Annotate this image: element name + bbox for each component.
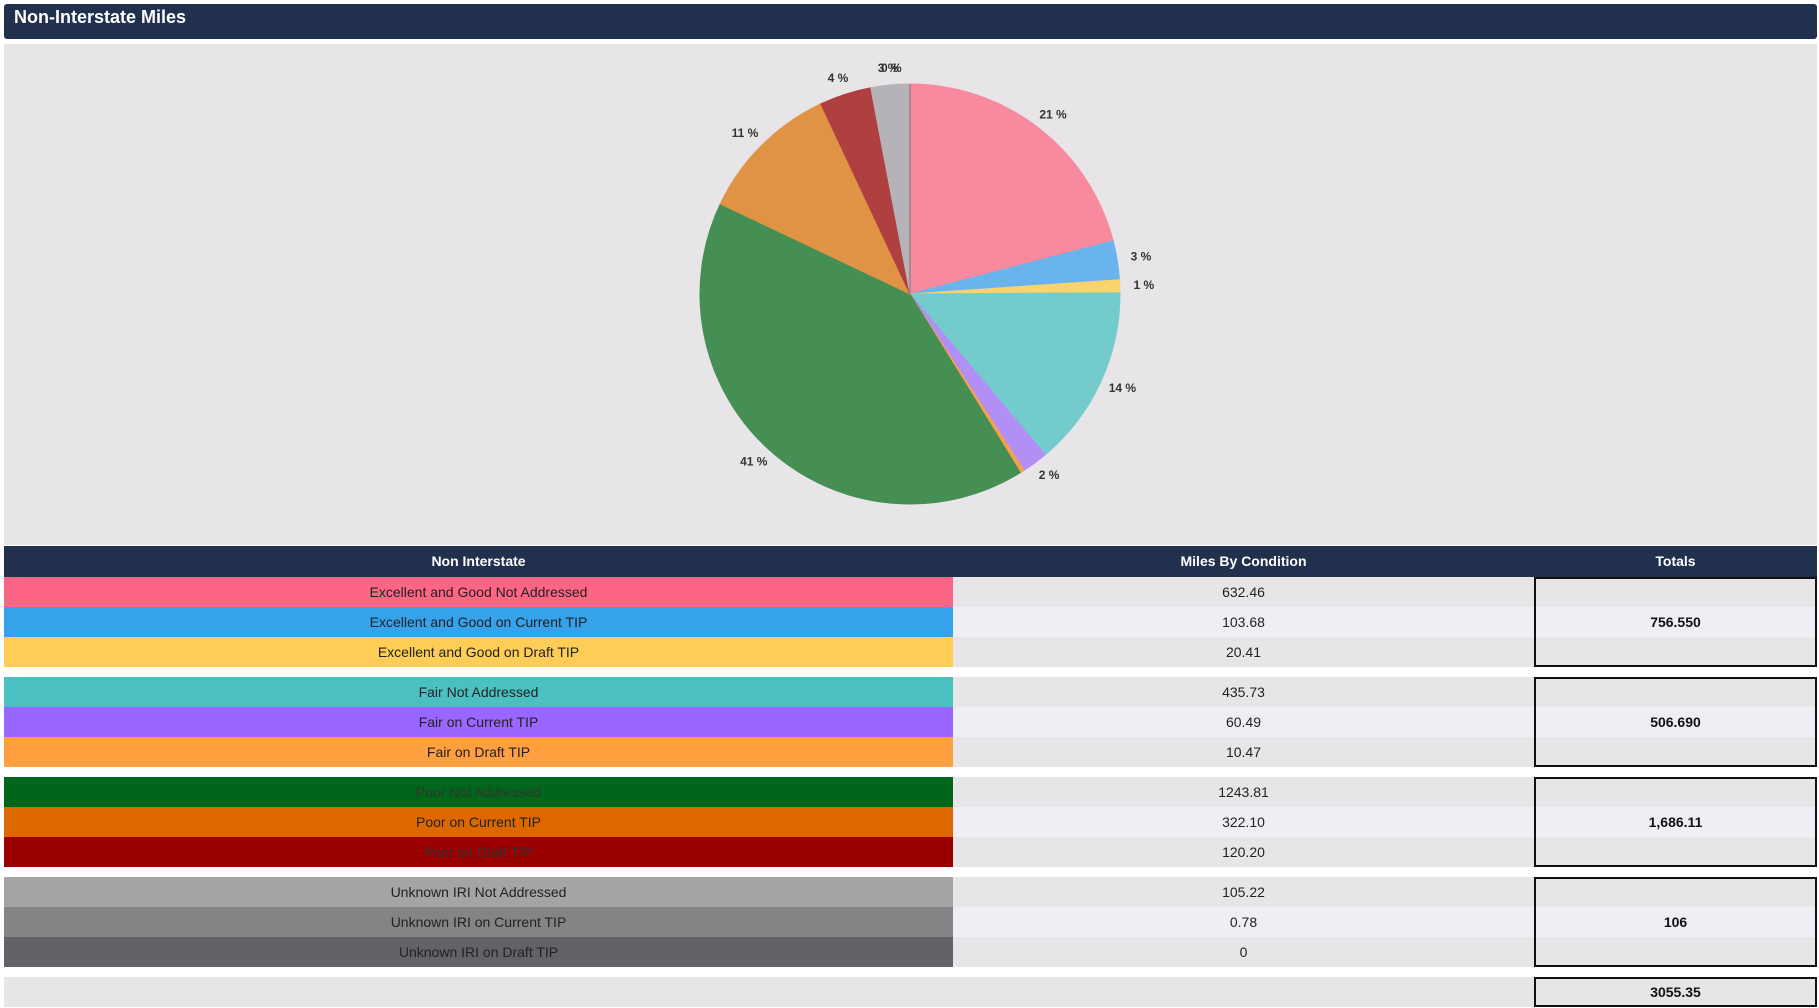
miles-value: 60.49 xyxy=(953,707,1534,737)
slice-label: 3 % xyxy=(878,61,899,75)
group-total: 1,686.11 xyxy=(1534,777,1817,867)
condition-name: Poor Not Addressed xyxy=(4,777,953,807)
pie-slice xyxy=(699,203,1021,505)
miles-value: 322.10 xyxy=(953,807,1534,837)
condition-name: Excellent and Good Not Addressed xyxy=(4,577,953,607)
group-total: 106 xyxy=(1534,877,1817,967)
group-total: 756.550 xyxy=(1534,577,1817,667)
condition-name: Unknown IRI on Current TIP xyxy=(4,907,953,937)
miles-value: 120.20 xyxy=(953,837,1534,867)
totals-bg xyxy=(1534,807,1817,837)
totals-bg xyxy=(1534,637,1817,667)
totals-bg xyxy=(1534,777,1817,807)
totals-bg xyxy=(1534,877,1817,907)
totals-bg xyxy=(1534,837,1817,867)
miles-value: 0 xyxy=(953,937,1534,967)
slice-label: 11 % xyxy=(732,126,759,140)
totals-bg xyxy=(1534,737,1817,767)
miles-value: 0.78 xyxy=(953,907,1534,937)
miles-value: 103.68 xyxy=(953,607,1534,637)
pie-slice xyxy=(909,83,1114,295)
slice-label: 2 % xyxy=(1039,468,1060,482)
totals-bg xyxy=(1534,577,1817,607)
pie-chart: 21 %3 %1 %14 %2 %41 %11 %4 %3 %0 % xyxy=(699,61,1155,505)
slice-label: 14 % xyxy=(1109,381,1137,395)
condition-name: Poor on Current TIP xyxy=(4,807,953,837)
totals-bg xyxy=(1534,937,1817,967)
total-row-bg xyxy=(4,977,1534,1007)
condition-name: Unknown IRI Not Addressed xyxy=(4,877,953,907)
slice-label: 41 % xyxy=(740,454,768,468)
slice-label: 0 % xyxy=(881,61,902,75)
chart-area: 21 % 3 % 1 % 14 % 2 % 41 % 11 % 4 % 3 % 0 % xyxy=(4,44,1817,545)
panel-title: Non-Interstate Miles xyxy=(4,4,1817,39)
condition-name: Excellent and Good on Current TIP xyxy=(4,607,953,637)
pie-slice xyxy=(908,292,1121,456)
condition-name: Excellent and Good on Draft TIP xyxy=(4,637,953,667)
group-total: 506.690 xyxy=(1534,677,1817,767)
slice-label: 1 % xyxy=(1133,278,1154,292)
condition-name: Unknown IRI on Draft TIP xyxy=(4,937,953,967)
totals-bg xyxy=(1534,907,1817,937)
condition-name: Fair on Draft TIP xyxy=(4,737,953,767)
totals-bg xyxy=(1534,707,1817,737)
column-header: Non Interstate xyxy=(4,546,953,577)
slice-label: 21 % xyxy=(1039,107,1067,121)
totals-bg xyxy=(1534,607,1817,637)
miles-value: 632.46 xyxy=(953,577,1534,607)
pie-slice xyxy=(719,103,912,296)
column-header: Miles By Condition xyxy=(953,546,1534,577)
column-header: Totals xyxy=(1534,546,1817,577)
miles-value: 10.47 xyxy=(953,737,1534,767)
condition-name: Poor on Draft TIP xyxy=(4,837,953,867)
totals-bg xyxy=(1534,677,1817,707)
miles-value: 20.41 xyxy=(953,637,1534,667)
miles-value: 435.73 xyxy=(953,677,1534,707)
condition-name: Fair on Current TIP xyxy=(4,707,953,737)
miles-value: 105.22 xyxy=(953,877,1534,907)
grand-total: 3055.35 xyxy=(1534,977,1817,1007)
slice-label: 3 % xyxy=(1131,250,1152,264)
miles-value: 1243.81 xyxy=(953,777,1534,807)
condition-name: Fair Not Addressed xyxy=(4,677,953,707)
slice-label: 4 % xyxy=(828,71,849,85)
